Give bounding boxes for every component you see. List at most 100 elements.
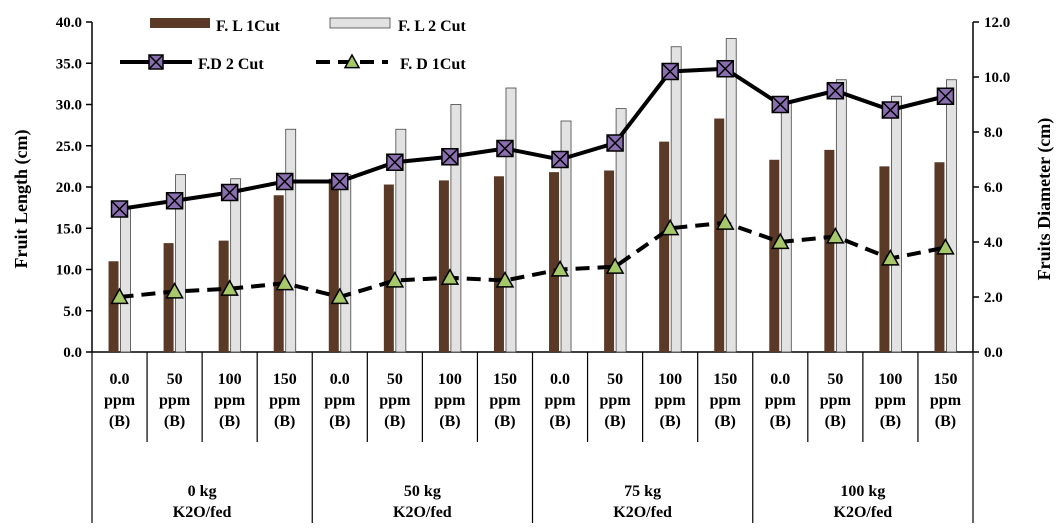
category-label: ppm <box>600 392 632 409</box>
category-label: 150 <box>273 371 297 388</box>
category-label: ppm <box>544 392 576 409</box>
category-label: (B) <box>770 413 791 430</box>
category-label: ppm <box>765 392 797 409</box>
line-fd-1cut <box>119 220 946 300</box>
y-tick-label: 20.0 <box>56 180 82 196</box>
legend-label: F. L 2 Cut <box>398 18 467 35</box>
line-fd-2cut <box>119 66 946 211</box>
category-label: 0.0 <box>330 371 350 388</box>
y2-tick-label: 4.0 <box>984 235 1003 251</box>
bar-fl-1cut <box>714 118 725 353</box>
y2-tick-label: 12.0 <box>984 15 1010 31</box>
bar-fl-2cut <box>891 95 902 353</box>
y2-tick-label: 8.0 <box>984 125 1003 141</box>
marker-fd-1cut <box>220 279 239 296</box>
category-label: ppm <box>379 392 411 409</box>
bar-fl-1cut <box>383 184 394 352</box>
category-label: 0.0 <box>550 371 570 388</box>
category-label: ppm <box>324 392 356 409</box>
marker-fd-1cut <box>936 237 955 255</box>
group-label: K2O/fed <box>834 504 893 521</box>
category-label: 100 <box>658 371 682 388</box>
marker-fd-1cut <box>440 268 460 285</box>
category-label: (B) <box>274 413 295 430</box>
category-label: ppm <box>434 392 466 409</box>
category-label: 100 <box>438 371 462 388</box>
y-tick-label: 0.0 <box>63 345 82 361</box>
y2-tick-label: 2.0 <box>984 290 1003 306</box>
bar-fl-2cut <box>670 46 682 353</box>
marker-fd-1cut <box>550 259 570 277</box>
marker-fd-1cut <box>110 287 129 305</box>
category-label: 0.0 <box>110 371 130 388</box>
bar-fl-2cut <box>835 79 847 353</box>
legend-swatch <box>150 18 210 28</box>
marker-fd-1cut <box>330 287 350 305</box>
marker-fd-2cut-cross <box>496 139 514 158</box>
marker-fd-1cut <box>660 218 680 236</box>
bar-fl-1cut <box>218 240 229 352</box>
marker-fd-2cut-cross <box>221 183 239 202</box>
y2-tick-label: 0.0 <box>984 345 1003 361</box>
y-tick-label: 25.0 <box>56 139 82 155</box>
group-label: K2O/fed <box>613 504 672 521</box>
marker-fd-2cut-cross <box>826 82 844 100</box>
legend-label: F. D 1Cut <box>400 56 466 73</box>
category-label: (B) <box>604 413 625 430</box>
group-label: 0 kg <box>188 483 217 500</box>
category-label: (B) <box>329 413 350 430</box>
bar-fl-1cut <box>824 149 835 352</box>
group-label: 100 kg <box>840 483 885 500</box>
marker-fd-1cut <box>275 273 294 291</box>
bar-fl-2cut <box>230 178 242 353</box>
marker-fd-2cut-cross <box>716 60 734 78</box>
marker-fd-2cut-cross <box>331 172 349 191</box>
category-label: 50 <box>827 371 843 388</box>
group-label: K2O/fed <box>173 504 232 521</box>
marker-fd-1cut <box>165 281 184 299</box>
legend-label: F.D 2 Cut <box>198 56 264 73</box>
category-label: ppm <box>104 392 136 409</box>
y2-tick-label: 10.0 <box>984 70 1010 86</box>
bar-fl-2cut <box>946 79 957 353</box>
category-label: (B) <box>439 413 460 430</box>
legend-swatch <box>329 17 391 29</box>
category-label: 150 <box>933 371 957 388</box>
bar-fl-1cut <box>879 166 890 352</box>
marker-fd-1cut <box>771 232 790 250</box>
category-label: (B) <box>825 413 846 430</box>
marker-fd-1cut <box>385 270 405 288</box>
category-label: (B) <box>494 413 515 430</box>
category-label: ppm <box>820 392 852 409</box>
category-label: 0.0 <box>770 371 790 388</box>
marker-fd-2cut-cross <box>111 200 129 218</box>
bar-fl-1cut <box>769 159 780 352</box>
y2-axis-title: Fruits Diameter (cm) <box>1034 118 1055 281</box>
category-label: (B) <box>219 413 240 430</box>
legend-marker-cross <box>148 54 164 70</box>
bar-fl-2cut <box>560 120 572 353</box>
category-label: ppm <box>710 392 742 409</box>
marker-fd-2cut-cross <box>606 134 624 152</box>
marker-fd-1cut <box>715 213 735 230</box>
bar-fl-1cut <box>328 178 339 352</box>
category-label: (B) <box>549 413 570 430</box>
marker-fd-2cut-cross <box>936 87 954 105</box>
category-label: (B) <box>880 413 901 430</box>
bar-fl-2cut <box>175 174 186 353</box>
group-label: 75 kg <box>624 483 661 500</box>
marker-fd-2cut-cross <box>551 150 569 169</box>
bar-fl-2cut <box>725 38 737 353</box>
marker-fd-2cut-cross <box>386 153 404 171</box>
bar-fl-1cut <box>549 172 560 352</box>
category-label: ppm <box>655 392 687 409</box>
y-tick-label: 30.0 <box>56 98 82 114</box>
bar-fl-2cut <box>450 104 462 353</box>
y-tick-label: 5.0 <box>63 304 82 320</box>
bar-fl-2cut <box>505 87 517 353</box>
bar-fl-2cut <box>395 128 407 353</box>
marker-fd-1cut <box>495 270 515 288</box>
category-label: (B) <box>715 413 736 430</box>
